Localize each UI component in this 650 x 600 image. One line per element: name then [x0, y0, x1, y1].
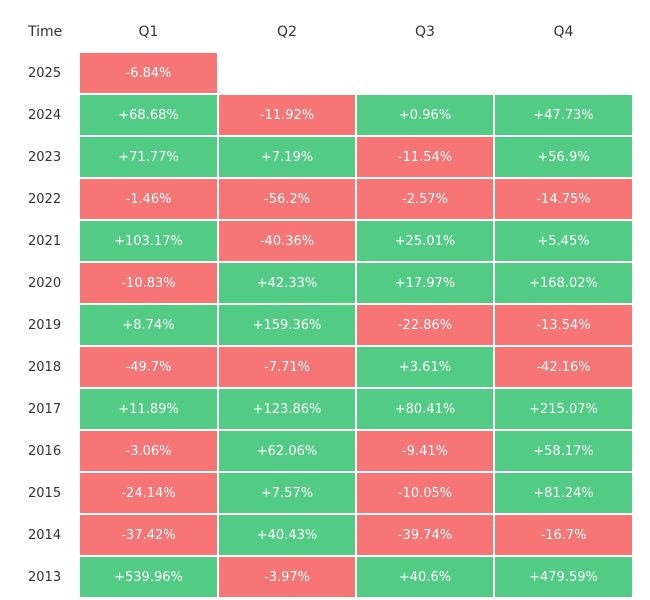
year-label: 2017 — [28, 401, 62, 417]
return-cell: +8.74% — [80, 305, 217, 345]
return-cell: -10.83% — [80, 263, 217, 303]
return-cell: +68.68% — [80, 95, 217, 135]
return-cell: +47.73% — [495, 95, 632, 135]
return-cell: -49.7% — [80, 347, 217, 387]
year-label: 2025 — [28, 65, 62, 81]
return-cell: +159.36% — [219, 305, 355, 345]
return-cell: -14.75% — [495, 179, 632, 219]
return-cell: +103.17% — [80, 221, 217, 261]
return-cell: +7.19% — [219, 137, 355, 177]
return-cell: -9.41% — [357, 431, 493, 471]
return-cell: -37.42% — [80, 515, 217, 555]
return-cell: -10.05% — [357, 473, 493, 513]
return-cell: -24.14% — [80, 473, 217, 513]
return-cell: -3.97% — [219, 557, 355, 597]
return-cell: -1.46% — [80, 179, 217, 219]
return-cell: +25.01% — [357, 221, 493, 261]
return-cell: +11.89% — [80, 389, 217, 429]
return-cell: +123.86% — [219, 389, 355, 429]
return-cell: -3.06% — [80, 431, 217, 471]
return-cell: +0.96% — [357, 95, 493, 135]
header-quarter: Q4 — [553, 24, 574, 40]
return-cell: +5.45% — [495, 221, 632, 261]
return-cell: +81.24% — [495, 473, 632, 513]
return-cell: +168.02% — [495, 263, 632, 303]
return-cell: +17.97% — [357, 263, 493, 303]
header-quarter: Q3 — [415, 24, 435, 40]
return-cell: -11.92% — [219, 95, 355, 135]
return-cell: -22.86% — [357, 305, 493, 345]
year-label: 2013 — [28, 569, 62, 585]
return-cell: -56.2% — [219, 179, 355, 219]
header-quarter: Q1 — [138, 24, 159, 40]
return-cell: +40.6% — [357, 557, 493, 597]
return-cell: +479.59% — [495, 557, 632, 597]
year-label: 2020 — [28, 275, 62, 291]
return-cell: +58.17% — [495, 431, 632, 471]
year-label: 2023 — [28, 149, 62, 165]
return-cell: -39.74% — [357, 515, 493, 555]
return-cell: +7.57% — [219, 473, 355, 513]
return-cell: +42.33% — [219, 263, 355, 303]
return-cell: +539.96% — [80, 557, 217, 597]
return-cell: +62.06% — [219, 431, 355, 471]
return-cell: +40.43% — [219, 515, 355, 555]
year-label: 2016 — [28, 443, 62, 459]
year-label: 2015 — [28, 485, 62, 501]
return-cell: -6.84% — [80, 53, 217, 93]
year-label: 2022 — [28, 191, 62, 207]
header-quarter: Q2 — [277, 24, 297, 40]
return-cell: -2.57% — [357, 179, 493, 219]
return-cell: -11.54% — [357, 137, 493, 177]
return-cell: +56.9% — [495, 137, 632, 177]
header-time: Time — [28, 24, 63, 40]
return-cell: +71.77% — [80, 137, 217, 177]
return-cell: -40.36% — [219, 221, 355, 261]
year-label: 2019 — [28, 317, 62, 333]
year-label: 2024 — [28, 107, 62, 123]
return-cell: -42.16% — [495, 347, 632, 387]
return-cell: +3.61% — [357, 347, 493, 387]
year-label: 2018 — [28, 359, 62, 375]
return-cell: -16.7% — [495, 515, 632, 555]
year-label: 2014 — [28, 527, 62, 543]
return-cell: +80.41% — [357, 389, 493, 429]
return-cell: +215.07% — [495, 389, 632, 429]
return-cell: -13.54% — [495, 305, 632, 345]
return-cell: -7.71% — [219, 347, 355, 387]
year-label: 2021 — [28, 233, 62, 249]
